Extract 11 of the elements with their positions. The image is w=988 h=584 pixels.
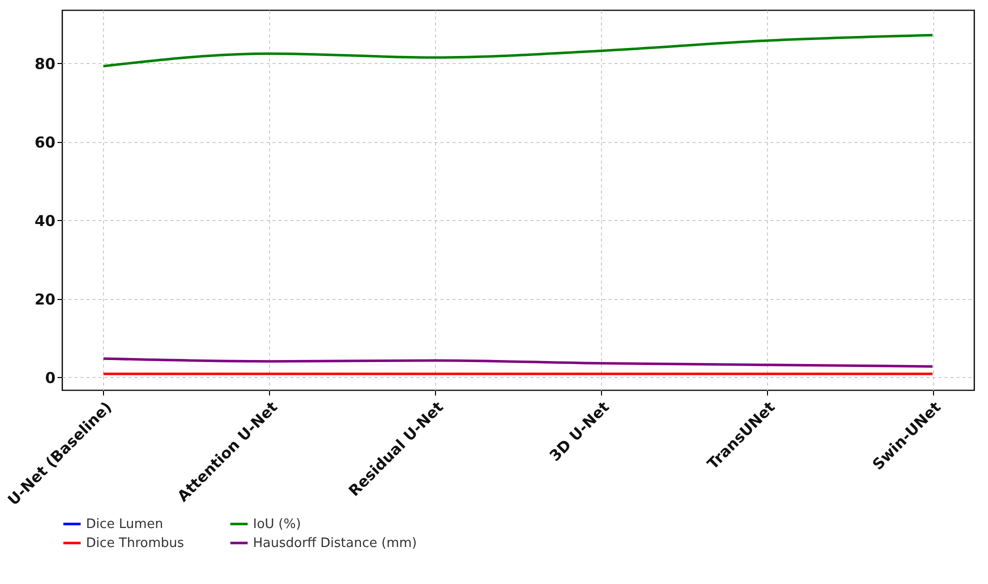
- y-tick-label: 60: [34, 133, 56, 152]
- legend-label: Hausdorff Distance (mm): [253, 536, 417, 551]
- legend-label: Dice Thrombus: [86, 536, 184, 551]
- legend-label: IoU (%): [253, 517, 301, 532]
- y-tick-label: 20: [34, 290, 56, 308]
- y-tick-label: 0: [45, 368, 56, 387]
- y-tick-label: 40: [34, 212, 56, 230]
- line-series: [102, 357, 934, 368]
- y-tick-label: 80: [34, 54, 56, 73]
- line-series: [102, 34, 934, 68]
- legend-label: Dice Lumen: [86, 517, 164, 532]
